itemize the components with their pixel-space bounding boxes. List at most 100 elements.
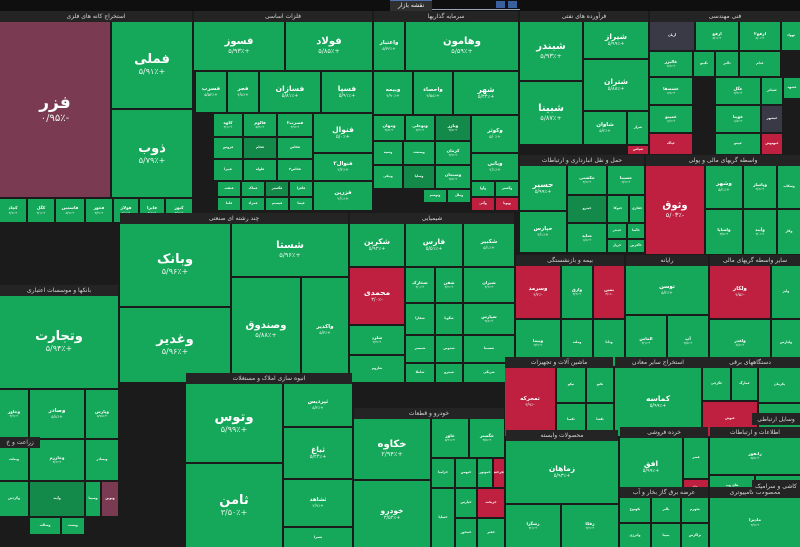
treemap-tile[interactable]: حتاید +۱/۵٪ bbox=[568, 224, 606, 252]
treemap-tile[interactable]: رانفور +۵/۵٪ bbox=[710, 438, 800, 474]
treemap-tile[interactable]: شفارا+۲/۷٪ bbox=[406, 304, 434, 334]
treemap-tile[interactable]: شخارک +۴/۰٪ bbox=[406, 268, 434, 302]
treemap-tile[interactable]: خودرو +۳/۵۴٪ bbox=[354, 481, 430, 547]
treemap-tile[interactable]: شیراز +۵/۹۹٪ bbox=[584, 22, 648, 58]
treemap-tile[interactable]: ونوین bbox=[102, 482, 118, 516]
treemap-tile[interactable]: شبصیر+۱/۵٪ bbox=[406, 336, 434, 362]
treemap-tile[interactable]: حآفرین bbox=[628, 240, 644, 252]
treemap-tile[interactable]: کرمان +۲/۷٪ bbox=[436, 142, 470, 164]
treemap-tile[interactable]: فسرب۲ +۴/۷٪ bbox=[278, 114, 312, 136]
treemap-tile[interactable]: دالبر+۳/۴٪ bbox=[716, 52, 738, 76]
treemap-tile[interactable]: وکوثر +۵/۰٪ bbox=[472, 116, 518, 152]
treemap-tile[interactable]: فجام+۳/۱٪ bbox=[244, 138, 276, 158]
treemap-tile[interactable]: ولکار -۴/۵٪ bbox=[710, 266, 770, 318]
treemap-tile[interactable]: بمین -۳/۱٪ bbox=[594, 266, 624, 318]
treemap-tile[interactable]: غمارگ+۱/۸٪ bbox=[732, 368, 757, 400]
treemap-tile[interactable]: فخاس+۴/۰٪ bbox=[278, 138, 312, 158]
treemap-tile[interactable]: ذوب +۵/۷۹٪ bbox=[112, 110, 192, 197]
treemap-tile[interactable]: وخاور +۴/۹٪ bbox=[0, 390, 28, 438]
treemap-tile[interactable]: ثامن +۳/۵۰٪ bbox=[186, 464, 282, 547]
window-controls[interactable] bbox=[496, 1, 517, 8]
treemap-tile[interactable]: شکربن +۵/۹۲٪ bbox=[350, 224, 404, 266]
treemap-tile[interactable]: حپترو+۲/۲٪ bbox=[568, 196, 606, 222]
treemap-tile[interactable]: وصندوق +۵/۸۸٪ bbox=[232, 278, 300, 382]
treemap-tile[interactable]: خموتور+۲/۲٪ bbox=[478, 459, 492, 487]
treemap-tile[interactable]: وشهر +۵/۱٪ bbox=[706, 166, 742, 208]
treemap-tile[interactable]: فارس +۵/۵۱٪ bbox=[406, 224, 462, 266]
treemap-tile[interactable]: حکشتی +۴/۹٪ bbox=[568, 166, 606, 194]
treemap-tile[interactable]: وصادر +۵/۸٪ bbox=[30, 390, 84, 438]
treemap-tile[interactable]: فالوم +۵/۴٪ bbox=[244, 114, 276, 136]
treemap-tile[interactable]: حپارس +۳/۱٪ bbox=[520, 212, 566, 252]
treemap-tile[interactable]: ثباغ +۵/۲۴٪ bbox=[284, 428, 352, 478]
treemap-tile[interactable]: شستا +۵/۹۶٪ bbox=[232, 224, 348, 276]
tab-strip[interactable]: نقشه بازار bbox=[390, 0, 433, 11]
treemap-tile[interactable]: وسبحان +۲/۵٪ bbox=[436, 166, 470, 188]
treemap-tile[interactable]: غپینو+۱/۰٪ bbox=[716, 134, 760, 154]
treemap-tile[interactable]: خساپا+۱/۸٪ bbox=[432, 489, 454, 547]
treemap-tile[interactable]: فنوال۲ +۲/۲٪ bbox=[314, 154, 372, 180]
treemap-tile[interactable]: فپنتا bbox=[290, 198, 312, 210]
maximize-icon[interactable] bbox=[496, 1, 505, 8]
treemap-tile[interactable]: نگینو+۳/۰٪ bbox=[694, 52, 714, 76]
treemap-tile[interactable]: شبندر +۵/۹۳٪ bbox=[520, 22, 582, 80]
treemap-tile[interactable]: ثعمرا bbox=[284, 528, 352, 547]
treemap-tile[interactable]: خاور +۵/۹۱٪ bbox=[432, 419, 468, 457]
treemap-tile[interactable]: خچرخش-۳/۰٪ bbox=[494, 459, 504, 487]
treemap-tile[interactable]: شیران +۴/۹٪ bbox=[464, 268, 514, 302]
treemap-tile[interactable]: شپترو bbox=[436, 364, 462, 382]
treemap-tile[interactable]: واحصاء +۴/۵۸٪ bbox=[414, 72, 452, 114]
treemap-tile[interactable]: فلوله+۱/۹٪ bbox=[244, 160, 276, 180]
treemap-tile[interactable]: ثهواد+۴/۸٪ bbox=[782, 22, 800, 50]
treemap-tile[interactable]: حآسا bbox=[628, 224, 644, 238]
tab-market-map[interactable]: نقشه بازار bbox=[390, 0, 433, 11]
treemap-tile[interactable]: بکهنوج+۳/۱٪ bbox=[620, 498, 650, 522]
treemap-tile[interactable]: پکرمان+۲/۸٪ bbox=[759, 368, 800, 402]
treemap-tile[interactable]: وتوس +۵/۹۹٪ bbox=[186, 384, 282, 462]
minimize-icon[interactable] bbox=[508, 1, 517, 8]
treemap-tile[interactable]: وثوق -۵/۰۳٪ bbox=[646, 166, 704, 254]
treemap-tile[interactable]: زشگزا +۳/۱٪ bbox=[506, 505, 560, 547]
treemap-tile[interactable]: محمدی -۳/۰٪ bbox=[350, 268, 404, 324]
treemap-tile[interactable]: خمحور bbox=[456, 519, 476, 547]
treemap-tile[interactable]: شگویا+۳/۱٪ bbox=[436, 304, 462, 334]
treemap-tile[interactable]: حفاری+۱/۸٪ bbox=[630, 196, 644, 222]
treemap-tile[interactable]: فافزا bbox=[290, 182, 312, 196]
treemap-tile[interactable]: فولاد +۵/۸۵٪ bbox=[286, 22, 372, 70]
treemap-tile[interactable]: خفنر bbox=[478, 519, 504, 547]
treemap-tile[interactable]: وپویا bbox=[496, 198, 518, 210]
treemap-tile[interactable]: شکبیر +۵/۱٪ bbox=[464, 224, 514, 266]
treemap-tile[interactable]: شلرد +۲/۴٪ bbox=[350, 326, 404, 354]
treemap-tile[interactable]: غبهنوش bbox=[762, 134, 782, 154]
treemap-tile[interactable]: شهر +۵/۳۴٪ bbox=[454, 72, 518, 114]
treemap-tile[interactable]: شپاس bbox=[628, 146, 648, 154]
treemap-tile[interactable]: غویتا +۱/۵٪ bbox=[716, 106, 760, 132]
treemap-tile[interactable]: وبصادر+۳/۱٪ bbox=[86, 440, 118, 480]
treemap-tile[interactable]: وبارز +۳/۵٪ bbox=[436, 116, 470, 140]
treemap-tile[interactable]: غپاک-۲/۸٪ bbox=[650, 134, 692, 154]
treemap-tile[interactable]: وآوا bbox=[472, 182, 494, 196]
treemap-tile[interactable]: ومهان +۳/۸٪ bbox=[374, 116, 404, 140]
treemap-tile[interactable]: وسپه+۱/۷٪ bbox=[374, 142, 402, 164]
treemap-tile[interactable]: خریخت-۲/۱٪ bbox=[478, 489, 504, 517]
treemap-tile[interactable]: فنوال +۵/۰٪ bbox=[314, 114, 372, 152]
treemap-tile[interactable]: وبانک +۵/۹۶٪ bbox=[120, 224, 230, 306]
treemap-tile[interactable]: خزامیا+۳/۰٪ bbox=[432, 459, 454, 487]
treemap-tile[interactable]: مادیرا +۲/۷٪ bbox=[710, 498, 800, 547]
treemap-tile[interactable]: ارفع۲ +۵/۰٪ bbox=[740, 22, 780, 50]
treemap-tile[interactable]: وملل bbox=[448, 190, 470, 202]
treemap-tile[interactable]: آریان bbox=[650, 22, 694, 50]
treemap-tile[interactable]: وتوسم bbox=[424, 190, 446, 202]
treemap-tile[interactable]: حبندر bbox=[608, 224, 626, 238]
treemap-tile[interactable]: وتجارت +۵/۹۴٪ bbox=[0, 296, 118, 388]
treemap-tile[interactable]: فزرین +۲/۱٪ bbox=[314, 182, 372, 210]
treemap-tile[interactable]: فسپا +۵/۹۱٪ bbox=[322, 72, 372, 112]
treemap-tile[interactable]: وسالت bbox=[30, 518, 60, 534]
treemap-tile[interactable]: وصنعت+۲/۰٪ bbox=[404, 142, 434, 164]
treemap-tile[interactable]: خگستر +۳/۵٪ bbox=[470, 419, 504, 457]
treemap-tile[interactable]: فماک bbox=[242, 182, 264, 196]
treemap-tile[interactable]: شاملا bbox=[406, 364, 434, 382]
treemap-tile[interactable]: زماهان +۵/۹۳٪ bbox=[506, 441, 618, 503]
treemap-tile[interactable]: شاوان +۵/۲٪ bbox=[584, 112, 626, 144]
treemap-tile[interactable]: فنفت bbox=[218, 182, 240, 196]
